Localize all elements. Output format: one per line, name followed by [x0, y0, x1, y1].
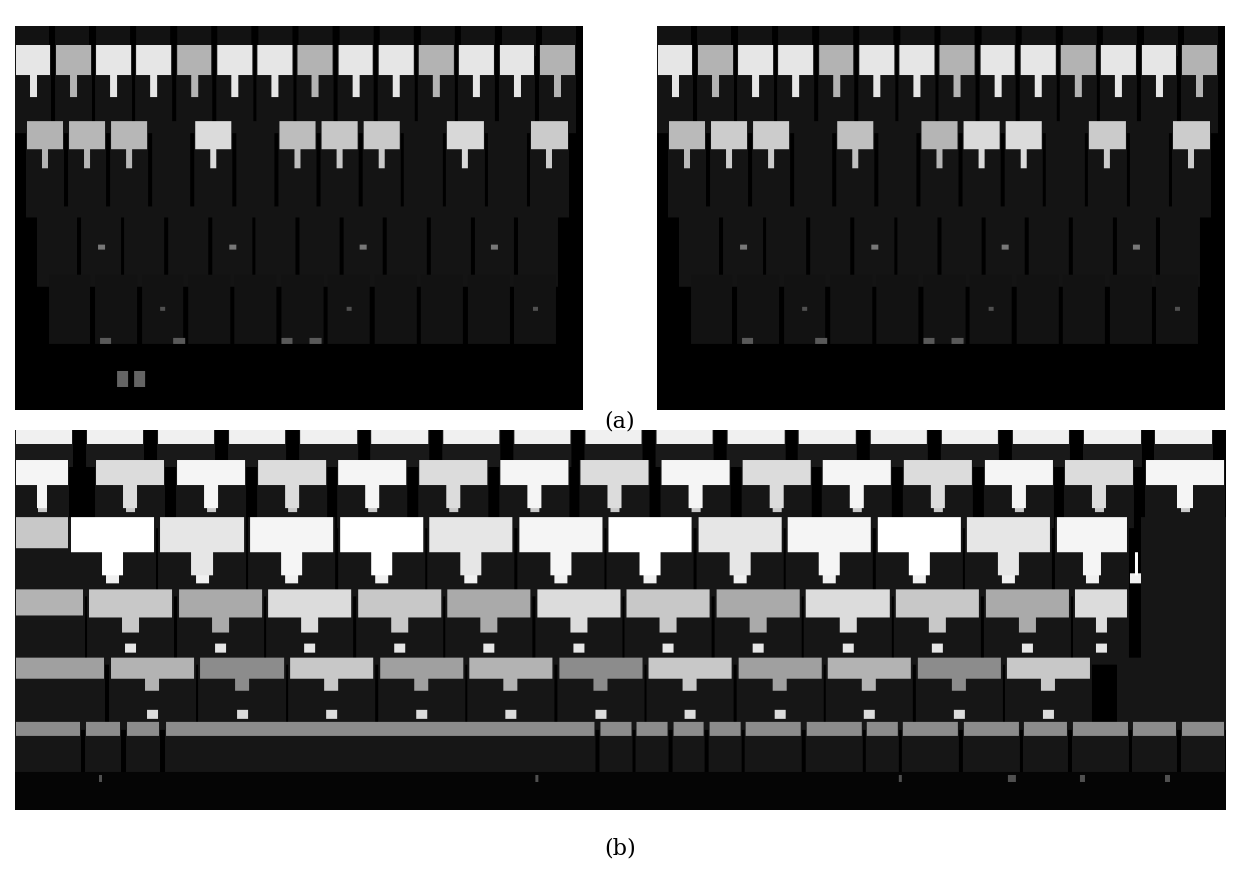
Text: (a): (a) — [605, 411, 635, 432]
Text: (b): (b) — [604, 838, 636, 859]
